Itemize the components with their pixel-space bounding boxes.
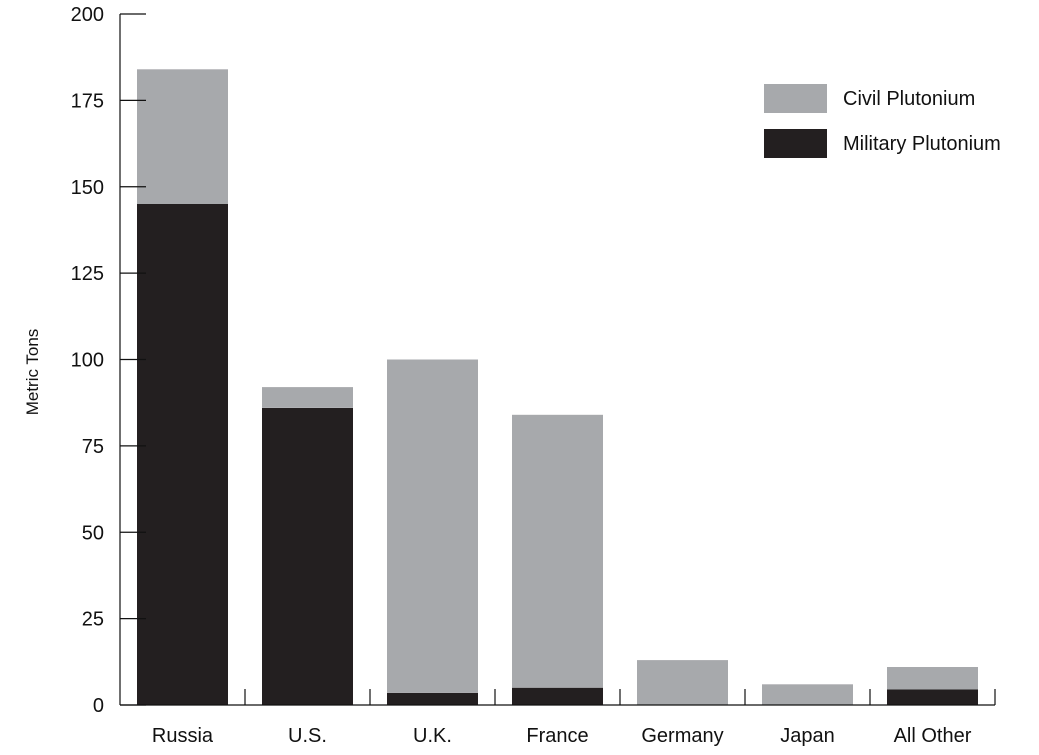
legend-swatch — [764, 84, 827, 113]
y-tick-label: 0 — [93, 695, 104, 717]
x-tick-label: U.K. — [413, 725, 452, 747]
x-tick-label: Germany — [641, 725, 723, 747]
y-tick-label: 200 — [71, 4, 104, 26]
y-tick-label: 125 — [71, 263, 104, 285]
bar-germany-civil — [637, 660, 728, 705]
bar-france-civil — [512, 414, 603, 688]
legend-label: Military Plutonium — [843, 133, 1001, 155]
y-tick-label: 150 — [71, 177, 104, 199]
y-tick-label: 100 — [71, 350, 104, 372]
x-tick-label: All Other — [894, 725, 972, 747]
bar-russia-civil — [137, 69, 228, 204]
y-tick-label: 50 — [82, 522, 104, 544]
y-tick-label: 175 — [71, 90, 104, 112]
bar-all-other-military — [887, 689, 978, 705]
y-tick-label: 25 — [82, 609, 104, 631]
y-tick-label: 75 — [82, 436, 104, 458]
bar-russia-military — [137, 204, 228, 705]
bar-france-military — [512, 687, 603, 705]
y-axis-title: Metric Tons — [23, 329, 42, 416]
x-tick-label: Russia — [152, 725, 214, 747]
x-tick-label: U.S. — [288, 725, 327, 747]
x-tick-label: Japan — [780, 725, 835, 747]
bar-u-k-civil — [387, 359, 478, 693]
x-tick-label: France — [526, 725, 588, 747]
bar-u-k-military — [387, 692, 478, 705]
bar-all-other-civil — [887, 667, 978, 690]
legend-label: Civil Plutonium — [843, 88, 975, 110]
legend-swatch — [764, 129, 827, 158]
legend: Civil Plutonium Military Plutonium — [764, 84, 1001, 158]
bars-group — [137, 69, 978, 705]
bar-u-s-civil — [262, 387, 353, 408]
bar-u-s-military — [262, 407, 353, 705]
axes-group: Russia U.S. U.K. France Germany Japan All Othe… — [71, 4, 996, 747]
bar-japan-civil — [762, 684, 853, 705]
